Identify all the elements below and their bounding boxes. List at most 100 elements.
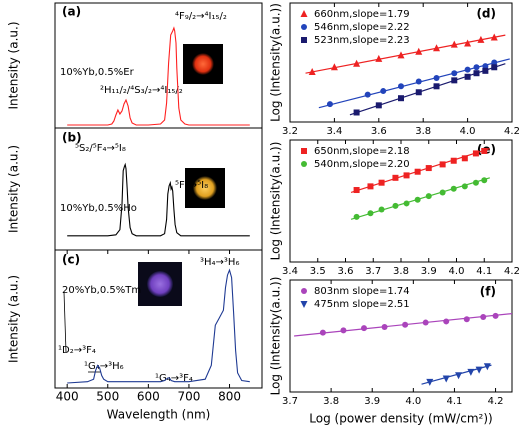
data-point (353, 213, 360, 220)
data-point (473, 64, 480, 71)
legend-label: 660nm,slope=1.79 (314, 9, 410, 20)
data-point (326, 101, 333, 108)
annotation: ¹G₄→³H₆ (84, 361, 124, 372)
data-point (319, 329, 326, 336)
spectrum-line (67, 162, 250, 237)
data-point (439, 161, 446, 168)
legend-marker (301, 24, 307, 30)
data-point (392, 174, 399, 181)
legend-label: 475nm slope=2.51 (314, 299, 410, 310)
x-tick-label: 700 (177, 390, 200, 404)
annotation: ²H₁₁/₂/⁴S₃/₂→⁴I₁₅/₂ (100, 85, 183, 96)
data-point (472, 179, 479, 186)
plot-frame (289, 2, 513, 123)
data-point (461, 183, 468, 190)
data-point (415, 89, 422, 96)
data-point (415, 47, 423, 55)
data-point (483, 363, 491, 371)
legend-marker (300, 10, 308, 17)
data-point (443, 318, 450, 325)
data-point (381, 324, 388, 331)
data-point (463, 316, 470, 323)
annotation: ¹D₂→³F₄ (58, 345, 96, 356)
y-axis-label: Intensity (a.u.) (7, 145, 21, 233)
annotation: ⁵S₂/⁵F₄→⁵I₈ (75, 143, 126, 154)
data-point (467, 368, 475, 376)
y-axis-label: Log (Intensity(a.u.)) (269, 3, 283, 122)
panel-label: (c) (62, 253, 80, 267)
data-point (433, 44, 441, 52)
data-point (464, 39, 472, 47)
data-point (414, 196, 421, 203)
annotation: ¹G₄→³F₄ (155, 373, 193, 384)
x-tick-label: 4.1 (476, 266, 492, 277)
data-point (378, 179, 385, 186)
legend-label: 546nm,slope=2.22 (314, 22, 410, 33)
fit-line (318, 58, 510, 109)
y-axis-label: Log (Intensity(a.u.)) (269, 277, 283, 396)
legend-marker (301, 288, 307, 294)
emission-spot (147, 271, 173, 297)
panel-label: (b) (62, 131, 82, 145)
annotation: 10%Yb,0.5%Er (60, 67, 135, 78)
data-point (378, 206, 385, 213)
y-axis-label: Intensity (a.u.) (7, 22, 21, 110)
spectrum-line (67, 26, 250, 126)
spectrum-line (67, 268, 250, 384)
x-tick-label: 3.8 (323, 396, 339, 407)
x-axis-label: Wavelength (nm) (107, 408, 211, 422)
data-point (482, 63, 489, 70)
legend-marker (300, 301, 308, 308)
data-point (392, 202, 399, 209)
panel-label: (f) (480, 285, 496, 299)
plot-frame (54, 249, 263, 389)
y-axis-label: Log (Intensity(a.u.)) (269, 142, 283, 261)
panel-label: (a) (62, 5, 81, 19)
data-point (481, 147, 488, 154)
data-point (464, 66, 471, 73)
data-point (480, 313, 487, 320)
plot-frame (54, 2, 263, 129)
x-tick-label: 4.0 (449, 266, 465, 277)
x-tick-label: 400 (56, 390, 79, 404)
data-point (367, 210, 374, 217)
x-tick-label: 3.9 (421, 266, 437, 277)
x-tick-label: 3.4 (282, 266, 298, 277)
data-point (455, 372, 463, 380)
x-tick-label: 3.6 (371, 126, 387, 137)
x-tick-label: 4.2 (488, 396, 504, 407)
data-point (375, 102, 382, 109)
data-point (451, 70, 458, 77)
data-point (464, 73, 471, 80)
data-point (490, 33, 498, 41)
data-point (492, 312, 499, 319)
annotation-arrow (63, 291, 67, 353)
data-point (367, 183, 374, 190)
data-point (477, 35, 485, 43)
x-tick-label: 3.9 (364, 396, 380, 407)
y-axis-label: Intensity (a.u.) (7, 275, 21, 363)
data-point (426, 378, 434, 386)
panel-label: (d) (476, 7, 496, 21)
data-point (353, 109, 360, 116)
legend-label: 803nm slope=1.74 (314, 286, 410, 297)
x-tick-label: 4.1 (446, 396, 462, 407)
legend-marker (301, 161, 307, 167)
data-point (482, 67, 489, 74)
legend-label: 540nm,slope=2.20 (314, 159, 410, 170)
data-point (450, 185, 457, 192)
annotation: ⁵F₅→⁵I₈ (175, 180, 208, 191)
data-point (398, 83, 404, 90)
data-point (353, 187, 360, 194)
data-point (450, 157, 457, 164)
x-tick-label: 800 (218, 390, 241, 404)
x-tick-label: 3.5 (310, 266, 326, 277)
data-point (451, 77, 458, 84)
data-point (397, 51, 405, 59)
annotation: 10%Yb,0.5%Ho (60, 203, 137, 214)
data-point (308, 68, 316, 76)
data-point (340, 327, 347, 334)
data-point (375, 54, 383, 62)
data-point (472, 150, 479, 157)
fit-line (349, 63, 506, 116)
